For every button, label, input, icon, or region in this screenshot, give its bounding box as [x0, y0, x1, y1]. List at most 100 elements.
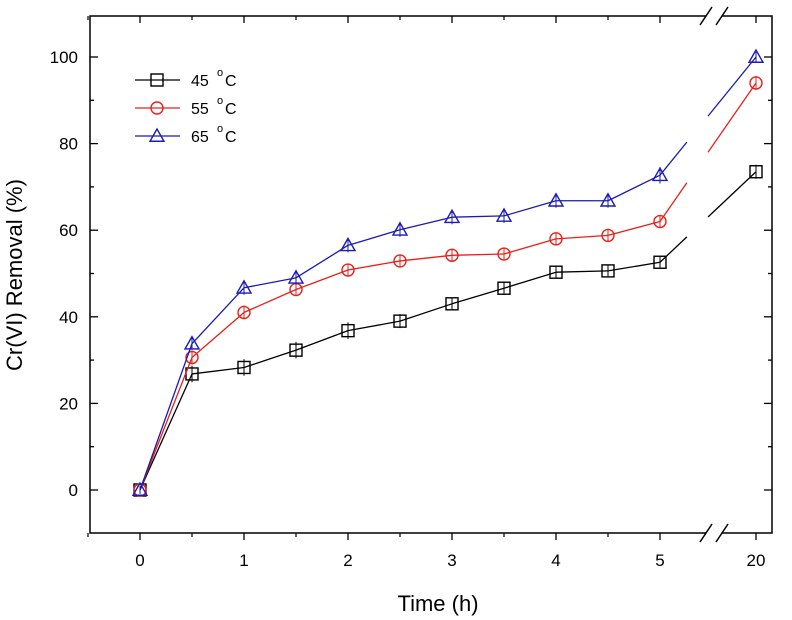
- series-line-segment: [295, 244, 349, 279]
- marker-circle: [150, 101, 164, 115]
- legend-label-degree: o: [217, 67, 223, 79]
- legend-item-65: 65 o C: [135, 123, 237, 146]
- marker-square: [393, 314, 407, 328]
- x-tick-label: 2: [343, 551, 352, 570]
- marker-circle: [445, 248, 459, 263]
- marker-square: [237, 360, 251, 375]
- series-line-segment: [503, 238, 557, 255]
- legend-label-temp: 65: [191, 129, 209, 146]
- axis-break-bottom-slash: [699, 523, 713, 543]
- y-axis-title: Cr(VI) Removal (%): [2, 179, 27, 371]
- series-line-segment: [347, 229, 401, 246]
- x-tick-label: 20: [747, 551, 766, 570]
- series-line-segment: [607, 261, 661, 272]
- axis-break-top-slash: [699, 6, 713, 26]
- series-line-segment: [243, 349, 297, 369]
- marker-triangle: [287, 269, 305, 284]
- marker-triangle: [599, 192, 617, 207]
- marker-circle: [185, 350, 199, 365]
- legend-label-temp: 55: [191, 101, 209, 118]
- marker-circle: [497, 247, 511, 261]
- marker-triangle: [547, 192, 565, 207]
- legend: 45 o C55 o C65 o C: [135, 67, 237, 146]
- y-tick-label: 0: [69, 481, 78, 500]
- marker-square: [653, 255, 667, 269]
- series-line-segment: [503, 271, 557, 289]
- legend-label-temp: 45: [191, 73, 209, 90]
- series-line-segment: [399, 254, 453, 262]
- marker-triangle: [651, 166, 669, 182]
- series-line-segment: [707, 56, 757, 117]
- x-axis-title: Time (h): [397, 591, 478, 616]
- marker-circle: [237, 305, 251, 320]
- marker-triangle: [747, 48, 765, 63]
- series-55: [133, 75, 763, 497]
- axis-break-bottom-gap: [706, 529, 722, 537]
- marker-square: [601, 264, 615, 278]
- marker-triangle: [443, 208, 461, 224]
- series-line-segment: [707, 171, 757, 218]
- marker-triangle: [339, 236, 357, 252]
- series-layer: [131, 48, 765, 497]
- legend-label-degree: o: [217, 123, 223, 135]
- marker-triangle: [183, 335, 201, 350]
- legend-label-unit: C: [225, 129, 237, 146]
- series-line-segment: [451, 215, 505, 218]
- marker-circle: [653, 214, 667, 229]
- series-line-segment: [555, 234, 609, 240]
- marker-triangle: [235, 279, 253, 294]
- marker-triangle: [495, 207, 513, 222]
- series-line-segment: [191, 287, 245, 345]
- y-tick-label: 40: [59, 308, 78, 327]
- series-line-segment: [399, 303, 453, 322]
- series-45: [133, 164, 763, 497]
- series-line-segment: [659, 182, 688, 222]
- marker-square: [549, 265, 563, 279]
- x-tick-label: 3: [447, 551, 456, 570]
- axis-break-bottom-slash: [715, 523, 729, 543]
- axis-break-top-slash: [715, 6, 729, 26]
- series-line-segment: [347, 260, 401, 271]
- series-line-segment: [451, 253, 505, 256]
- marker-square: [749, 165, 763, 179]
- marker-triangle: [148, 127, 166, 142]
- y-tick-label: 100: [50, 48, 78, 67]
- plot-frame: [89, 15, 773, 534]
- marker-triangle: [131, 481, 149, 496]
- x-tick-label: 1: [239, 551, 248, 570]
- series-line-segment: [607, 174, 661, 202]
- series-line-segment: [659, 141, 688, 176]
- legend-label-unit: C: [225, 73, 237, 90]
- marker-circle: [749, 76, 763, 90]
- marker-triangle: [391, 221, 409, 236]
- legend-item-45: 45 o C: [135, 67, 237, 90]
- series-line-segment: [399, 216, 453, 231]
- series-line-segment: [451, 287, 505, 305]
- marker-circle: [549, 232, 563, 246]
- y-tick-label: 20: [59, 394, 78, 413]
- series-line-segment: [295, 330, 349, 351]
- series-line-segment: [191, 366, 245, 375]
- legend-label-degree: o: [217, 95, 223, 107]
- series-line-segment: [707, 82, 757, 153]
- marker-square: [150, 73, 164, 87]
- x-tick-label: 0: [135, 551, 144, 570]
- series-line-segment: [243, 277, 297, 289]
- series-line-segment: [347, 320, 401, 332]
- x-tick-label: 4: [551, 551, 560, 570]
- series-line-segment: [139, 343, 193, 491]
- legend-label-unit: C: [225, 101, 237, 118]
- axis-break-top-gap: [706, 12, 722, 20]
- legend-item-55: 55 o C: [135, 95, 237, 118]
- series-line-segment: [139, 373, 193, 491]
- marker-square: [289, 343, 303, 357]
- y-tick-label: 60: [59, 221, 78, 240]
- series-line-segment: [191, 311, 245, 358]
- series-line-segment: [243, 288, 297, 314]
- marker-circle: [393, 254, 407, 268]
- marker-square: [497, 281, 511, 295]
- marker-square: [445, 297, 459, 311]
- series-line-segment: [503, 200, 557, 217]
- series-65: [131, 48, 765, 496]
